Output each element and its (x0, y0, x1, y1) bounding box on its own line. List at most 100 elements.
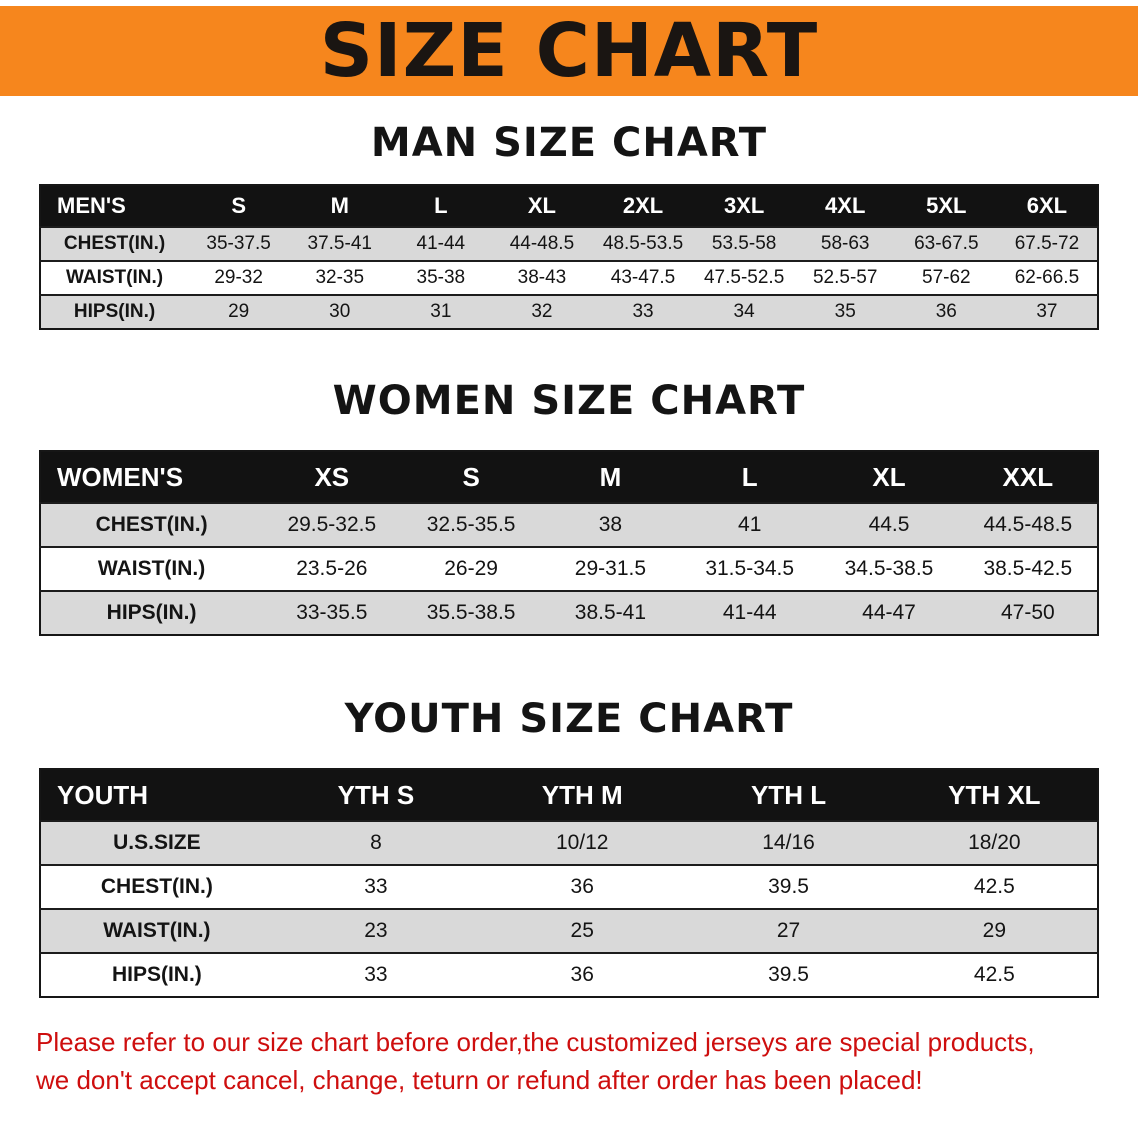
size-chart-banner: SIZE CHART (0, 6, 1138, 96)
size-value: 42.5 (891, 864, 1098, 909)
size-column-header: XS (262, 451, 402, 503)
size-value: 52.5-57 (794, 260, 896, 295)
size-column-header: 6XL (996, 185, 1098, 227)
size-value: 38 (540, 502, 681, 547)
size-value: 36 (479, 864, 686, 909)
size-value: 32-35 (289, 260, 391, 295)
size-table-row: U.S.SIZE 8 10/12 14/16 18/20 (40, 820, 1098, 865)
size-value: 14/16 (685, 820, 892, 865)
size-value: 48.5-53.5 (592, 226, 694, 261)
size-value: 53.5-58 (693, 226, 795, 261)
size-value: 29-31.5 (540, 546, 681, 591)
size-column-header: S (188, 185, 290, 227)
size-value: 29-32 (188, 260, 290, 295)
size-column-header: S (401, 451, 541, 503)
size-value: 58-63 (794, 226, 896, 261)
measurement-label: CHEST(IN.) (40, 864, 273, 909)
size-value: 62-66.5 (996, 260, 1098, 295)
size-column-header: XXL (958, 451, 1098, 503)
size-value: 35-37.5 (188, 226, 290, 261)
size-column-header: YTH XL (891, 769, 1098, 821)
size-value: 57-62 (895, 260, 997, 295)
size-value: 44.5 (819, 502, 959, 547)
size-value: 44-48.5 (491, 226, 593, 261)
measurement-label: CHEST(IN.) (40, 502, 263, 547)
size-table-row: CHEST(IN.) 33 36 39.5 42.5 (40, 864, 1098, 909)
size-table-row: WAIST(IN.) 23.5-26 26-29 29-31.5 31.5-34.5 34… (40, 546, 1098, 591)
size-value: 39.5 (685, 952, 892, 997)
size-column-header: XL (491, 185, 593, 227)
size-value: 23 (272, 908, 480, 953)
size-value: 36 (479, 952, 686, 997)
size-value: 35.5-38.5 (401, 590, 541, 635)
size-value: 41-44 (680, 590, 820, 635)
table-corner-header: WOMEN'S (40, 451, 263, 503)
size-value: 8 (272, 820, 480, 865)
size-value: 47-50 (958, 590, 1098, 635)
section-title: MAN SIZE CHART (370, 120, 768, 166)
size-value: 38-43 (491, 260, 593, 295)
size-value: 26-29 (401, 546, 541, 591)
size-value: 35 (794, 294, 896, 329)
size-column-header: M (289, 185, 391, 227)
size-column-header: 5XL (895, 185, 997, 227)
size-table-row: HIPS(IN.) 29 30 31 32 33 34 35 36 37 (40, 294, 1098, 329)
size-value: 63-67.5 (895, 226, 997, 261)
size-value: 44.5-48.5 (958, 502, 1098, 547)
section-title: WOMEN SIZE CHART (332, 378, 806, 424)
size-column-header: YTH L (685, 769, 892, 821)
size-column-header: YTH S (272, 769, 480, 821)
measurement-label: U.S.SIZE (40, 820, 273, 865)
size-table: MEN'S S M L XL 2XL 3XL 4XL 5XL 6XL CHEST(IN.) 35-37… (39, 184, 1099, 330)
size-value: 29 (188, 294, 290, 329)
size-value: 23.5-26 (262, 546, 402, 591)
size-chart-section: WOMEN SIZE CHART WOMEN'S XS S M L XL XXL CHEST(I… (0, 378, 1138, 636)
size-table-row: WAIST(IN.) 29-32 32-35 35-38 38-43 43-47.5 47.… (40, 260, 1098, 295)
size-table-row: CHEST(IN.) 29.5-32.5 32.5-35.5 38 41 44.5 44.5… (40, 502, 1098, 547)
size-chart-sections: MAN SIZE CHART MEN'S S M L XL 2XL 3XL 4XL 5XL 6XL C… (0, 120, 1138, 998)
measurement-label: WAIST(IN.) (40, 260, 189, 295)
size-chart-section: YOUTH SIZE CHART YOUTH YTH S YTH M YTH L YTH … (0, 696, 1138, 998)
banner-title: SIZE CHART (319, 8, 819, 94)
size-table-row: HIPS(IN.) 33-35.5 35.5-38.5 38.5-41 41-44 44-… (40, 590, 1098, 635)
size-value: 36 (895, 294, 997, 329)
size-value: 32.5-35.5 (401, 502, 541, 547)
size-value: 33 (592, 294, 694, 329)
size-value: 29 (891, 908, 1098, 953)
size-value: 25 (479, 908, 686, 953)
size-value: 43-47.5 (592, 260, 694, 295)
size-column-header: XL (819, 451, 959, 503)
size-value: 32 (491, 294, 593, 329)
size-value: 33 (272, 952, 480, 997)
size-table-row: CHEST(IN.) 35-37.5 37.5-41 41-44 44-48.5 48.5… (40, 226, 1098, 261)
size-chart-section: MAN SIZE CHART MEN'S S M L XL 2XL 3XL 4XL 5XL 6XL C… (0, 120, 1138, 330)
size-value: 33 (272, 864, 480, 909)
size-column-header: L (390, 185, 492, 227)
size-value: 31.5-34.5 (680, 546, 820, 591)
size-value: 38.5-41 (540, 590, 681, 635)
size-column-header: M (540, 451, 681, 503)
size-column-header: YTH M (479, 769, 686, 821)
size-table-row: HIPS(IN.) 33 36 39.5 42.5 (40, 952, 1098, 997)
measurement-label: HIPS(IN.) (40, 590, 263, 635)
section-title: YOUTH SIZE CHART (344, 696, 794, 742)
size-value: 41-44 (390, 226, 492, 261)
size-value: 18/20 (891, 820, 1098, 865)
size-column-header: 2XL (592, 185, 694, 227)
size-value: 41 (680, 502, 820, 547)
size-column-header: L (680, 451, 820, 503)
size-value: 37 (996, 294, 1098, 329)
size-value: 27 (685, 908, 892, 953)
table-corner-header: MEN'S (40, 185, 189, 227)
measurement-label: WAIST(IN.) (40, 908, 273, 953)
size-column-header: 4XL (794, 185, 896, 227)
measurement-label: HIPS(IN.) (40, 952, 273, 997)
size-value: 37.5-41 (289, 226, 391, 261)
size-table: YOUTH YTH S YTH M YTH L YTH XL U.S.SIZE 8 10/12… (39, 768, 1099, 998)
size-value: 10/12 (479, 820, 686, 865)
size-value: 31 (390, 294, 492, 329)
size-value: 44-47 (819, 590, 959, 635)
size-value: 34.5-38.5 (819, 546, 959, 591)
size-value: 34 (693, 294, 795, 329)
